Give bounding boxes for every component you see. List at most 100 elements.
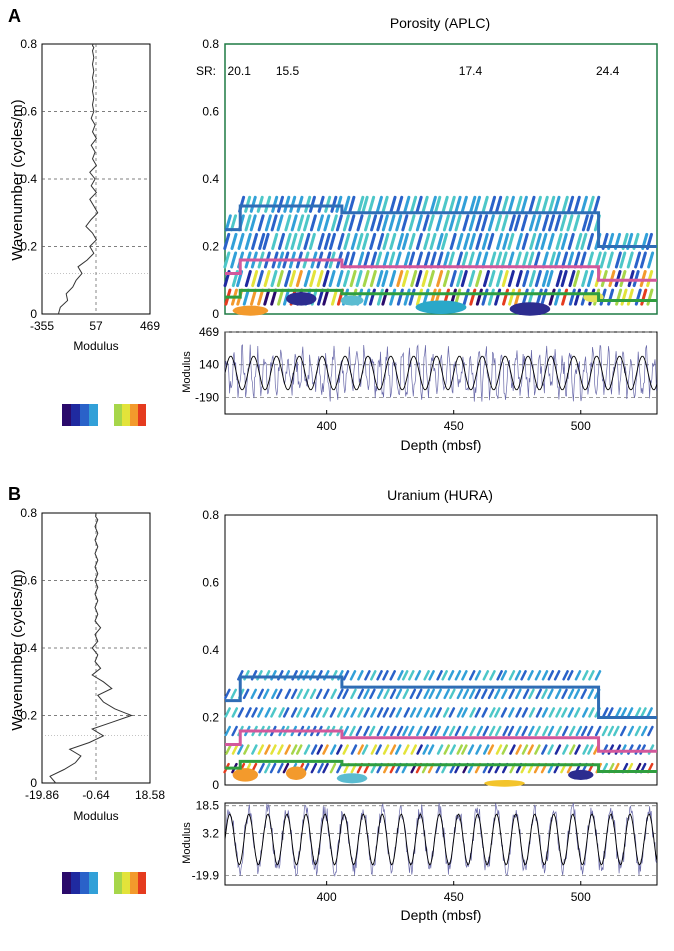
wavelet-mark (263, 288, 271, 306)
wavelet-mark (449, 232, 457, 250)
wavelet-mark (422, 214, 430, 232)
wavelet-mark (508, 214, 516, 232)
wavelet-mark (500, 707, 508, 718)
wavelet-mark (415, 288, 423, 306)
color-swatch (71, 404, 80, 426)
color-swatch (114, 404, 122, 426)
y-tick-label: 0.2 (20, 240, 37, 254)
wavelet-streaks (223, 670, 655, 774)
x-tick-label: 400 (317, 890, 337, 904)
wavelet-mark (370, 214, 378, 232)
color-swatch (122, 872, 130, 894)
wavelet-mark (258, 762, 265, 774)
wavelet-mark (463, 232, 471, 250)
wavelet-mark (560, 270, 568, 288)
wavelet-mark (553, 251, 561, 269)
wavelet-mark (414, 670, 422, 681)
wavelet-mark (606, 251, 614, 269)
wavelet-mark (573, 288, 581, 306)
y-tick-label: -19.9 (192, 869, 220, 883)
wavelet-mark (342, 251, 350, 269)
wavelet-mark (322, 762, 329, 774)
wavelet-mark (495, 270, 503, 288)
wavelet-mark (343, 707, 350, 718)
wavelet-mark (456, 270, 464, 288)
wavelet-mark (619, 725, 627, 737)
wavelet-mark (495, 195, 503, 213)
wavelet-mark (409, 707, 417, 718)
wavelet-mark (436, 744, 444, 755)
wavelet-mark (376, 725, 384, 737)
y-tick-label: 0.8 (202, 37, 219, 51)
wavelet-mark (468, 670, 476, 681)
wavelet-mark (324, 195, 332, 213)
wavelet-mark (350, 707, 357, 718)
wavelet-mark (382, 232, 390, 250)
wavelet-mark (336, 744, 343, 755)
wavelet-mark (315, 707, 323, 718)
wavelet-mark (602, 707, 609, 718)
wavelet-mark (581, 214, 589, 232)
y-tick-label: 469 (199, 325, 219, 339)
y-tick-label: 0 (212, 307, 219, 321)
wavelet-mark (364, 214, 372, 232)
y-tick-label: 18.5 (196, 799, 220, 813)
wavelet-mark (264, 707, 272, 718)
wavelet-mark (501, 744, 509, 755)
wavelet-mark (555, 707, 562, 718)
wavelet-mark (515, 195, 523, 213)
wavelet-mark (317, 232, 325, 250)
wavelet-mark (607, 725, 615, 737)
wavelet-mark (402, 688, 409, 700)
wavelet-mark (388, 214, 396, 232)
wavelet-mark (408, 251, 416, 269)
wavelet-mark (389, 270, 397, 288)
wavelet-mark (295, 270, 303, 288)
wavelet-mark (357, 744, 364, 755)
wavelet-mark (521, 288, 529, 306)
wavelet-mark (330, 688, 337, 700)
wavelet-mark (271, 195, 279, 213)
wavelet-mark (342, 725, 350, 737)
wavelet-mark (369, 688, 376, 700)
wavelet-mark (582, 670, 589, 681)
wavelet-mark (562, 725, 569, 737)
wavelet-mark (370, 707, 377, 718)
sr-label: SR: (196, 64, 216, 78)
wavelet-mark (270, 707, 277, 718)
series-x-label: Depth (mbsf) (401, 907, 482, 923)
wavelet-mark (322, 288, 330, 306)
wavelet-mark (460, 270, 468, 288)
wavelet-mark (587, 744, 594, 755)
y-tick-label: 140 (199, 358, 219, 372)
wavelet-mark (315, 688, 323, 700)
wavelet-mark (572, 270, 580, 288)
wavelet-mark (389, 744, 397, 755)
wavelet-mark (594, 725, 602, 737)
wavelet-mark (389, 688, 397, 700)
wavelet-mark (548, 195, 556, 213)
wavelet-mark (469, 725, 476, 737)
wavelet-mark (586, 725, 594, 737)
wavelet-mark (489, 251, 497, 269)
wavelet-mark (488, 725, 496, 737)
wavelet-mark (330, 195, 338, 213)
wavelet-mark (541, 195, 549, 213)
wavelet-mark (481, 232, 489, 250)
wavelet-mark (357, 670, 364, 681)
wavelet-mark (586, 232, 594, 250)
wavelet-mark (303, 214, 311, 232)
wavelet-mark (548, 251, 556, 269)
wavelet-mark (277, 744, 284, 755)
wavelet-mark (634, 707, 642, 718)
wavelet-mark (528, 270, 536, 288)
wavelet-mark (501, 214, 509, 232)
wavelet-mark (542, 214, 550, 232)
wavelet-mark (619, 270, 627, 288)
x-tick-label: 450 (444, 890, 464, 904)
wavelet-mark (249, 288, 257, 306)
wavelet-mark (434, 195, 442, 213)
wavelet-mark (634, 725, 642, 737)
wavelet-mark (489, 707, 496, 718)
wavelet-mark (508, 688, 515, 700)
